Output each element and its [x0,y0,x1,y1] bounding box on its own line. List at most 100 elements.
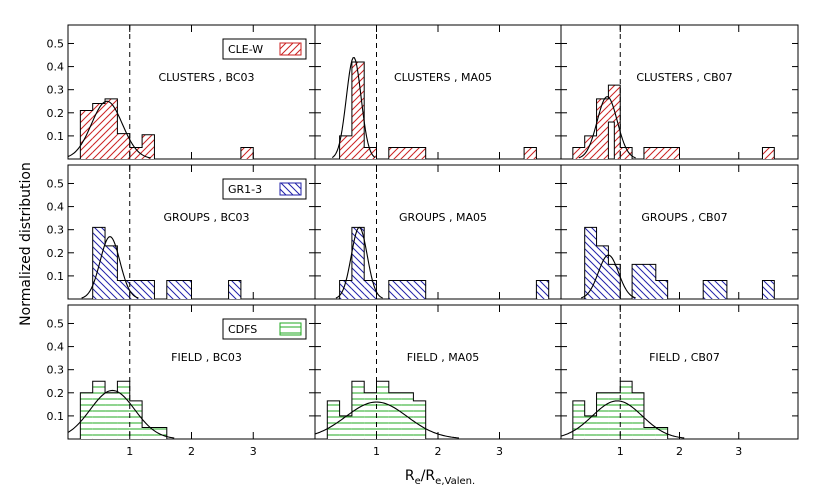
panels-group: 0.1 0.2 0.3 0.4 0.5 CLUSTERS , BC03 CLE-W CLUST… [47,24,799,458]
y-tick-label: 0.5 [47,37,65,50]
x-tick-label: 1 [126,445,133,458]
histogram-bar [364,280,377,299]
histogram-bar [413,400,426,439]
histogram-bar [643,264,656,299]
histogram-bar [655,147,668,159]
histogram-bar [351,381,365,439]
histogram-bar [351,61,365,160]
gaussian-fit-line [580,254,636,299]
histogram-bar [339,415,352,439]
histogram-outline [339,226,550,300]
y-tick-label: 0.1 [47,130,65,143]
panel-label: GROUPS , BC03 [163,211,249,224]
histogram-bar [129,147,143,159]
y-tick-label: 0.5 [47,177,65,190]
histogram-bar [413,280,426,299]
histogram-bar [105,98,118,159]
gaussian-fit-line [331,57,376,158]
y-tick-label: 0.4 [47,341,65,354]
histogram-bar [92,381,106,439]
histogram-bar [117,381,130,439]
y-tick-label: 0.2 [47,247,65,260]
y-tick-label: 0.3 [47,84,65,97]
x-axis-label-main: R [405,468,415,484]
x-axis-label: Re/Re,Valen. [405,468,475,487]
histogram-bar [388,280,402,299]
panel-label: CLUSTERS , CB07 [636,71,732,84]
histogram-bar [105,392,118,439]
histogram-outline [339,61,537,160]
panel-3-1: 1 2 3 0.1 0.2 0.3 0.4 0.5 FIELD , BC03 CDFS [47,304,316,458]
panel-1-3: CLUSTERS , CB07 [560,24,799,160]
x-tick-label: 2 [676,445,683,458]
histogram-bar [536,280,549,299]
histogram-bar [80,392,93,439]
histogram-bar [596,98,609,159]
y-tick-label: 0.3 [47,364,65,377]
histogram-bar [327,400,340,439]
histogram-bar [351,227,365,299]
gaussian-fit-line [335,226,383,299]
histogram-bar [117,133,130,159]
panel-label: CLUSTERS , MA05 [394,71,492,84]
histogram-bar [240,147,254,159]
y-tick-label: 0.3 [47,224,65,237]
y-tick-label: 0.2 [47,387,65,400]
histogram-outline [92,226,242,300]
gaussian-fit-line [67,100,151,159]
panel-1-1: 0.1 0.2 0.3 0.4 0.5 CLUSTERS , BC03 CLE-W [47,24,316,160]
histogram-bar [129,280,143,299]
y-tick-label: 0.4 [47,201,65,214]
histogram-bar [608,392,621,439]
histogram-bar [401,147,414,159]
histogram-bar [401,280,414,299]
histogram-outline [326,380,427,439]
x-axis-label-sub1: e [415,476,421,487]
panel-label: CLUSTERS , BC03 [158,71,254,84]
histogram-bar [388,147,402,159]
gaussian-fit-line [81,236,139,299]
legend: GR1-3 [222,178,307,200]
histogram-bar [339,135,352,159]
histogram-bar [524,147,537,159]
panel-3-2: 1 2 3 FIELD , MA05 [314,304,562,458]
histogram-bar [703,280,716,299]
histogram-bar [655,280,668,299]
panel-label: GROUPS , MA05 [399,211,487,224]
histogram-bar [228,280,241,299]
x-axis-label-mid: /R [421,468,436,484]
y-axis-label: Normalized distribution [18,162,34,326]
x-tick-label: 2 [435,445,442,458]
gaussian-fit-line [314,401,459,439]
y-tick-label: 0.5 [47,317,65,330]
histogram-bar [596,245,609,299]
legend-label: CDFS [228,323,257,336]
x-tick-label: 3 [735,445,742,458]
histogram-bar [632,392,644,439]
x-tick-label: 3 [250,445,257,458]
panel-label: FIELD , MA05 [407,351,480,364]
histogram-bar [105,245,118,299]
histogram-bar [667,147,680,159]
histogram-bar [92,103,106,159]
histogram-bar [364,147,377,159]
histogram-bar [643,427,656,439]
histogram-bar [142,134,155,159]
histogram-bar [388,392,402,439]
histogram-bar [401,392,414,439]
histogram-bar [376,381,389,439]
histogram-bar [572,400,585,439]
histogram-bar [572,147,585,159]
histogram-bar [762,280,775,299]
legend-swatch [279,322,302,336]
y-tick-label: 0.4 [47,61,65,74]
histogram-bar [655,427,668,439]
panel-label: GROUPS , CB07 [641,211,727,224]
histogram-bar [154,427,167,439]
y-tick-label: 0.1 [47,270,65,283]
histogram-bar [142,427,155,439]
panel-label: FIELD , BC03 [171,351,242,364]
legend: CDFS [222,318,307,340]
histogram-bar [129,400,143,439]
histogram-bar [643,147,656,159]
